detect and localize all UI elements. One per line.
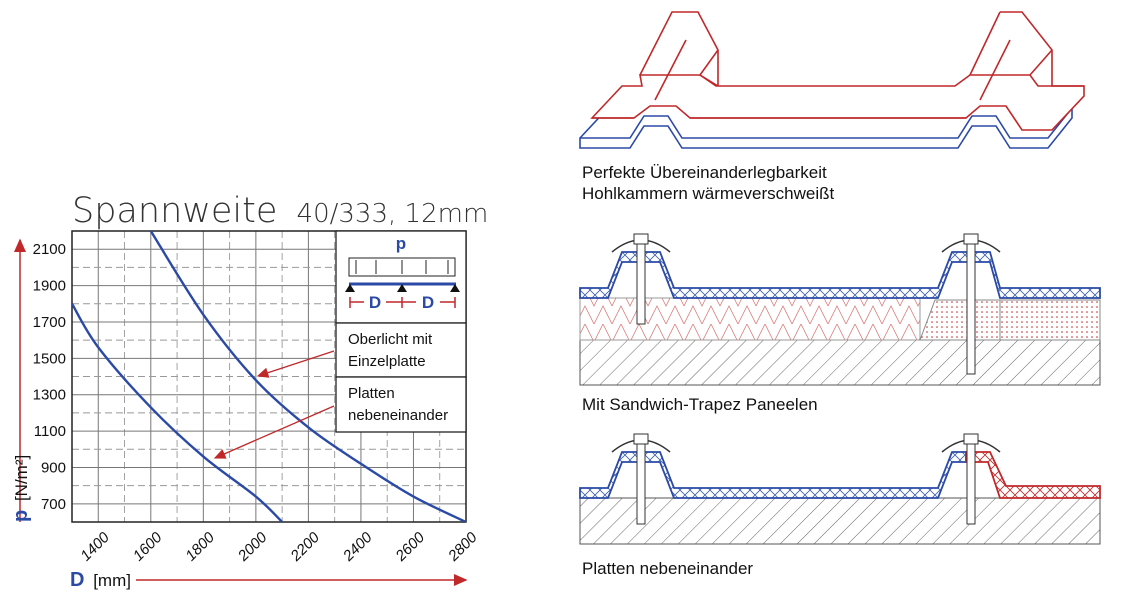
x-axis-unit: [mm]	[93, 571, 131, 590]
y-axis-unit: [N/m²]	[12, 455, 31, 501]
y-axis-label: p [N/m²]	[10, 238, 32, 522]
svg-text:D [mm]: D [mm]	[70, 569, 131, 591]
x-tick-label: 2800	[444, 529, 481, 566]
side-by-side-section: Platten nebeneinander	[579, 433, 1101, 578]
legend: Oberlicht mit Einzelplatte Platten neben…	[213, 322, 467, 459]
chart-title: Spannweite 40/333, 12mm	[72, 191, 488, 231]
y-tick-label: 1100	[34, 423, 66, 440]
y-axis-symbol: p	[10, 510, 32, 522]
sandwich-section: Mit Sandwich-Trapez Paneelen	[579, 233, 1101, 414]
y-tick-label: 1900	[33, 278, 66, 295]
curve-series-2	[72, 303, 283, 522]
x-tick-label: 1800	[182, 529, 218, 565]
legend-line1-a: Oberlicht mit	[348, 331, 433, 348]
x-tick-label: 2600	[392, 529, 429, 566]
load-inset: p D D	[335, 230, 467, 324]
caption-top-1: Perfekte Übereinanderlegbarkeit	[582, 163, 827, 182]
y-tick-label: 700	[41, 496, 66, 513]
stacked-panels-illustration: Perfekte Übereinanderlegbarkeit Hohlkamm…	[579, 11, 1085, 203]
legend-line2-b: nebeneinander	[348, 407, 448, 424]
span-chart: Spannweite 40/333, 12mm 700 900 1100 1300 15…	[10, 191, 488, 591]
x-axis-label: D [mm]	[70, 569, 468, 591]
caption-bottom: Platten nebeneinander	[582, 559, 753, 578]
x-tick-label: 2200	[287, 529, 324, 566]
svg-text:p [N/m²]: p [N/m²]	[10, 455, 32, 522]
legend-arrow-2	[213, 405, 335, 459]
inset-span-right: D	[422, 293, 434, 312]
x-tick-label: 1400	[77, 529, 113, 565]
y-tick-label: 1300	[33, 387, 66, 404]
x-tick-label: 1600	[130, 529, 166, 565]
x-axis-symbol: D	[70, 569, 84, 591]
chart-subtitle: 40/333, 12mm	[297, 199, 489, 229]
fastener-right	[941, 233, 1001, 375]
caption-top-2: Hohlkammern wärmeverschweißt	[582, 184, 835, 203]
y-tick-label: 900	[41, 459, 66, 476]
x-tick-label: 2400	[339, 529, 376, 566]
inset-load-symbol: p	[396, 234, 406, 253]
x-tick-label: 2000	[234, 529, 271, 566]
fastener-right-bottom	[941, 433, 1001, 525]
y-tick-label: 2100	[33, 241, 66, 258]
legend-line1-b: Einzelplatte	[348, 353, 426, 370]
chart-title-main: Spannweite	[72, 191, 277, 231]
fastener-left-bottom	[611, 433, 671, 525]
fastener-left	[611, 233, 671, 325]
legend-line2-a: Platten	[348, 385, 395, 402]
caption-middle: Mit Sandwich-Trapez Paneelen	[582, 395, 818, 414]
y-tick-label: 1700	[33, 314, 66, 331]
inset-span-left: D	[369, 293, 381, 312]
y-tick-label: 1500	[33, 350, 66, 367]
legend-arrow-1	[256, 350, 335, 378]
